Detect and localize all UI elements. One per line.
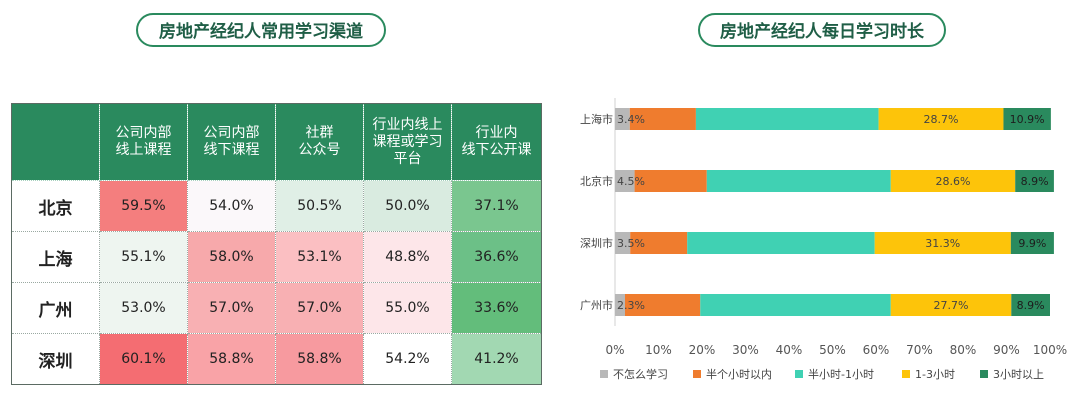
- bar-segment: [1015, 170, 1054, 192]
- table-cell: 50.0%: [363, 180, 452, 232]
- x-tick-label: 60%: [863, 343, 890, 357]
- bar-segment: [634, 170, 707, 192]
- data-label: 3.4%: [617, 113, 645, 126]
- column-header: 行业内 线下公开课: [451, 103, 542, 181]
- table-cell: 58.0%: [187, 231, 276, 283]
- bar-segment: [890, 294, 1012, 316]
- data-label: 10.9%: [1010, 113, 1045, 126]
- data-label: 9.9%: [1018, 237, 1046, 250]
- legend-label: 不怎么学习: [613, 367, 668, 381]
- table-cell: 36.6%: [451, 231, 542, 283]
- bar-segment: [687, 232, 875, 254]
- bar-segment: [615, 294, 626, 316]
- table-cell: 37.1%: [451, 180, 542, 232]
- bar-segment: [878, 108, 1004, 130]
- bar-segment: [630, 232, 688, 254]
- table-cell: 53.0%: [99, 282, 188, 334]
- x-tick-label: 10%: [645, 343, 672, 357]
- bar-segment: [615, 108, 630, 130]
- row-city-label: 上海: [11, 231, 100, 283]
- table-cell: 41.2%: [451, 333, 542, 385]
- category-label: 北京市: [580, 174, 613, 188]
- bar-segment: [1010, 232, 1054, 254]
- table-cell: 54.2%: [363, 333, 452, 385]
- data-label: 28.7%: [924, 113, 959, 126]
- data-label: 2.3%: [617, 299, 645, 312]
- data-label: 8.9%: [1021, 175, 1049, 188]
- bar-segment: [700, 294, 891, 316]
- legend-label: 半个小时以内: [706, 367, 772, 381]
- x-tick-label: 70%: [906, 343, 933, 357]
- legend-label: 半小时-1小时: [808, 367, 874, 381]
- bar-segment: [615, 170, 635, 192]
- bar-segment: [695, 108, 879, 130]
- x-tick-label: 80%: [950, 343, 977, 357]
- bar-segment: [629, 108, 696, 130]
- legend-swatch: [902, 370, 910, 378]
- row-city-label: 广州: [11, 282, 100, 334]
- column-header: 行业内线上 课程或学习 平台: [363, 103, 452, 181]
- table-row: 北京 59.5% 54.0% 50.5% 50.0% 37.1%: [11, 180, 542, 232]
- table-cell: 58.8%: [187, 333, 276, 385]
- legend-swatch: [600, 370, 608, 378]
- table-cell: 58.8%: [275, 333, 364, 385]
- x-tick-label: 90%: [993, 343, 1020, 357]
- legend-label: 1-3小时: [915, 368, 955, 381]
- bar-segment: [874, 232, 1011, 254]
- data-label: 3.5%: [617, 237, 645, 250]
- table-cell: 50.5%: [275, 180, 364, 232]
- data-label: 4.5%: [617, 175, 645, 188]
- table-cell: 55.1%: [99, 231, 188, 283]
- table-cell: 57.0%: [187, 282, 276, 334]
- table-cell: 60.1%: [99, 333, 188, 385]
- bar-segment: [1011, 294, 1050, 316]
- row-city-label: 北京: [11, 180, 100, 232]
- table-cell: 59.5%: [99, 180, 188, 232]
- data-label: 8.9%: [1017, 299, 1045, 312]
- x-tick-label: 40%: [776, 343, 803, 357]
- daily-study-duration-chart: 上海市 3.4% 28.7% 10.9% 北京市 4.5% 28.6% 8.9% 深圳市 3.5%…: [580, 98, 1067, 381]
- table-cell: 53.1%: [275, 231, 364, 283]
- table-header-row: 公司内部 线上课程 公司内部 线下课程 社群 公众号 行业内线上 课程或学习 平台 行业内…: [11, 103, 542, 181]
- table-cell: 54.0%: [187, 180, 276, 232]
- table-row: 深圳 60.1% 58.8% 58.8% 54.2% 41.2%: [11, 333, 542, 385]
- x-tick-label: 30%: [732, 343, 759, 357]
- table-row: 上海 55.1% 58.0% 53.1% 48.8% 36.6%: [11, 231, 542, 283]
- bar-segment: [615, 232, 631, 254]
- left-panel-title: 房地产经纪人常用学习渠道: [136, 13, 386, 47]
- category-label: 深圳市: [580, 236, 613, 250]
- table-row: 广州 53.0% 57.0% 57.0% 55.0% 33.6%: [11, 282, 542, 334]
- x-tick-label: 20%: [689, 343, 716, 357]
- x-tick-label: 50%: [819, 343, 846, 357]
- x-tick-label: 0%: [605, 343, 624, 357]
- table-cell: 55.0%: [363, 282, 452, 334]
- column-header: 公司内部 线下课程: [187, 103, 276, 181]
- category-label: 广州市: [580, 298, 613, 312]
- bar-segment: [890, 170, 1016, 192]
- x-tick-label: 100%: [1033, 343, 1067, 357]
- legend-swatch: [795, 370, 803, 378]
- bar-segment: [706, 170, 891, 192]
- chart-title: 房地产经纪人每日学习时长: [698, 13, 946, 47]
- legend-swatch: [980, 370, 988, 378]
- table-cell: 48.8%: [363, 231, 452, 283]
- table-cell: 57.0%: [275, 282, 364, 334]
- table-cell: 33.6%: [451, 282, 542, 334]
- row-city-label: 深圳: [11, 333, 100, 385]
- data-label: 28.6%: [936, 175, 971, 188]
- column-header: 公司内部 线上课程: [99, 103, 188, 181]
- data-label: 27.7%: [934, 299, 969, 312]
- column-header: 社群 公众号: [275, 103, 364, 181]
- bar-segment: [1003, 108, 1051, 130]
- bar-segment: [625, 294, 701, 316]
- legend-swatch: [693, 370, 701, 378]
- category-label: 上海市: [580, 112, 613, 126]
- table-corner-cell: [11, 103, 100, 181]
- legend-label: 3小时以上: [993, 368, 1044, 381]
- channel-heatmap-table: 公司内部 线上课程 公司内部 线下课程 社群 公众号 行业内线上 课程或学习 平台 行业内…: [11, 103, 542, 385]
- data-label: 31.3%: [925, 237, 960, 250]
